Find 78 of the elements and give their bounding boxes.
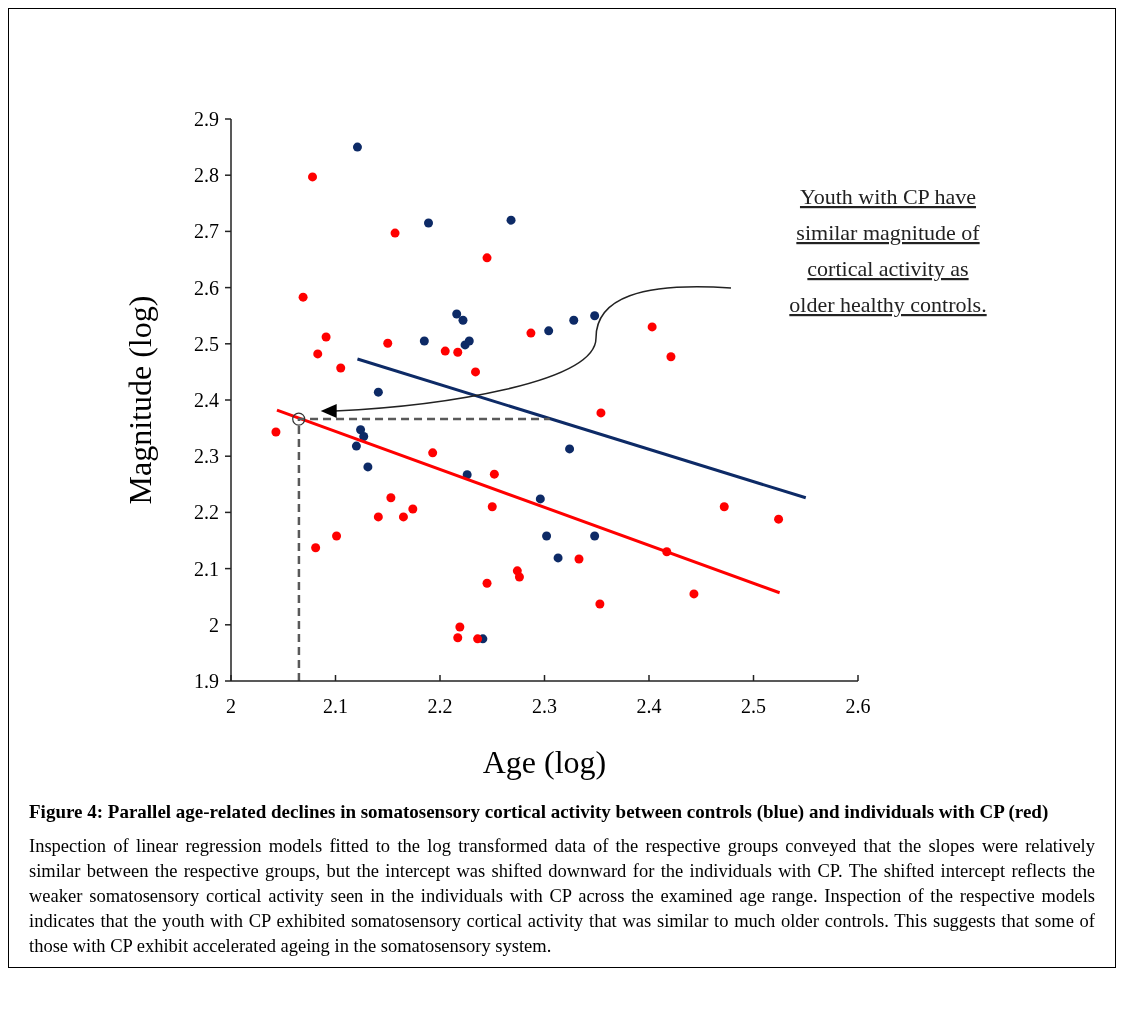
point [565, 444, 575, 454]
point [553, 553, 563, 563]
point [363, 462, 373, 472]
point [458, 315, 468, 325]
point [506, 215, 516, 225]
point [464, 336, 474, 346]
point [386, 493, 396, 503]
point [321, 332, 331, 342]
point [647, 322, 657, 332]
point [336, 363, 346, 373]
y-tick-label: 2 [209, 613, 219, 636]
point [482, 578, 492, 588]
point [569, 315, 579, 325]
point [359, 432, 369, 442]
point [440, 346, 450, 356]
x-tick-label: 2.1 [323, 695, 348, 717]
y-tick-label: 2.9 [194, 108, 219, 130]
point [452, 309, 462, 319]
text: Inspection of linear regression models fitted to the log transformed data of the respective groups conveyed that the slopes were relatively similar between the respective groups, but the intercept was shifted downward for the individuals with CP. The shifted intercept reflects the weaker somatosensory cortical activity seen in the individuals with CP across the examined age range. Inspection of the respective models indicates that the youth with CP exhibited somatosensory cortical activity that was similar to much older controls. This suggests that some of those with CP exhibit accelerated ageing in the somatosensory system. [29, 835, 1095, 958]
point [590, 531, 600, 541]
x-tick-label: 2 [226, 695, 236, 717]
y-tick-label: 1.9 [194, 670, 219, 692]
point [453, 633, 463, 643]
point [390, 228, 400, 238]
point [351, 441, 361, 451]
y-axis-title: Magnitude (log) [122, 295, 158, 505]
point [455, 622, 465, 632]
point [689, 589, 699, 599]
x-tick-label: 2.6 [845, 695, 871, 717]
point [424, 218, 434, 228]
point [719, 502, 729, 512]
point [332, 531, 342, 541]
point [408, 504, 418, 514]
point [544, 326, 554, 336]
point [352, 142, 362, 152]
point [542, 531, 552, 541]
point [298, 292, 308, 302]
x-tick-label: 2.3 [532, 695, 557, 717]
point [535, 494, 545, 504]
y-tick-label: 2.1 [194, 557, 219, 580]
point [398, 512, 408, 522]
text: Figure 4: Parallel age-related declines in somatosensory cortical activity between controls (blue) and individuals with CP (red) [29, 800, 1050, 824]
point [373, 512, 383, 522]
point [383, 338, 393, 348]
point [514, 572, 524, 582]
x-tick-label: 2.4 [636, 695, 662, 717]
point [373, 387, 383, 397]
point [471, 367, 481, 377]
y-tick-label: 2.6 [194, 276, 219, 299]
annotation: Youth with CP have similar magnitude of cortical activity as older healthy controls. [789, 184, 987, 317]
point [574, 554, 584, 564]
y-tick-label: 2.4 [194, 389, 219, 411]
point [308, 172, 318, 182]
point [356, 425, 366, 435]
point [595, 599, 605, 609]
point [311, 543, 321, 553]
point [428, 448, 438, 458]
y-tick-label: 2.8 [194, 164, 219, 187]
point [489, 469, 499, 479]
point [419, 336, 429, 346]
y-tick-label: 2.3 [194, 445, 219, 468]
point [526, 328, 536, 338]
point [482, 253, 492, 263]
point [596, 408, 606, 418]
y-tick-label: 2.7 [194, 220, 219, 243]
x-tick-label: 2.2 [427, 695, 453, 717]
x-tick-label: 2.5 [741, 695, 766, 717]
point [774, 514, 784, 524]
point [271, 427, 281, 437]
y-tick-label: 2.2 [194, 501, 219, 524]
x-axis-title: Age (log) [482, 744, 607, 780]
point [453, 347, 463, 357]
y-tick-label: 2.5 [194, 332, 219, 355]
point [473, 634, 483, 644]
point [313, 349, 323, 359]
point [487, 502, 497, 512]
point [590, 311, 600, 321]
point [666, 352, 676, 362]
